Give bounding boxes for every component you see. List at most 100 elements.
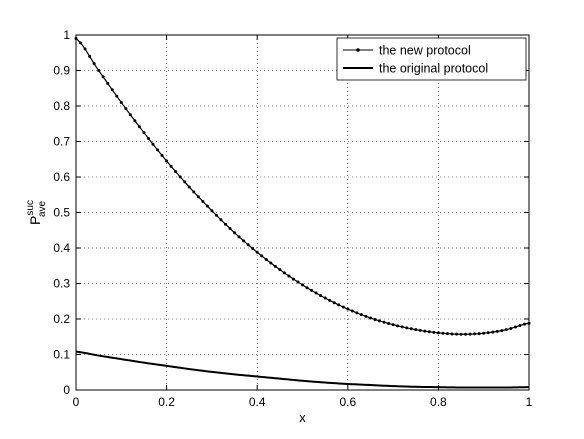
- series-0-point: [196, 195, 200, 199]
- series-0-point: [423, 329, 427, 333]
- series-0-point: [251, 247, 255, 251]
- series-0-point: [491, 330, 495, 334]
- series-0-point: [178, 175, 182, 179]
- y-axis-label-base: P: [27, 216, 43, 225]
- series-0-point: [201, 199, 205, 203]
- series-0-point: [477, 332, 481, 336]
- series-0-point: [450, 332, 454, 336]
- series-0-point: [328, 298, 332, 302]
- series-0-point: [124, 107, 128, 111]
- series-0-point: [319, 294, 323, 298]
- series-0-point: [106, 81, 110, 85]
- series-0-point: [110, 88, 114, 92]
- series-0-point: [291, 277, 295, 281]
- y-tick-label: 0.8: [53, 99, 70, 113]
- y-tick-label: 0.5: [53, 206, 70, 220]
- series-0-point: [287, 274, 291, 278]
- series-0-point: [396, 324, 400, 328]
- tick-labels: 0 0.2 0.4 0.6 0.8 1 0 0.1 0.2 0.3 0.4 0.5 0.6 0.7 0.8 0…: [53, 28, 532, 409]
- series-0-point: [418, 328, 422, 332]
- series-0-point: [115, 94, 119, 98]
- series-0-point: [400, 325, 404, 329]
- series-0-point: [160, 154, 164, 158]
- series-0-point: [427, 330, 431, 334]
- series-0-point: [355, 311, 359, 315]
- series-0-point: [314, 291, 318, 295]
- series-0-point: [518, 323, 522, 327]
- series-0-point: [137, 125, 141, 129]
- series-0-point: [445, 332, 449, 336]
- series-0-point: [486, 331, 490, 335]
- series-0-point: [223, 222, 227, 226]
- series-0-point: [482, 331, 486, 335]
- legend-box: [336, 37, 527, 81]
- series-0-point: [242, 239, 246, 243]
- series-0-point: [432, 330, 436, 334]
- series-0-point: [522, 322, 526, 326]
- x-tick-label: 0.8: [430, 395, 447, 409]
- y-tick-label: 0.4: [53, 241, 70, 255]
- series-0-point: [500, 329, 504, 333]
- series-0-point: [156, 148, 160, 152]
- series-0-point: [101, 75, 105, 79]
- series-0-point: [282, 271, 286, 275]
- y-tick-label: 0: [63, 383, 70, 397]
- series-0-point: [133, 119, 137, 123]
- series-0-point: [495, 329, 499, 333]
- series-0-point: [146, 136, 150, 140]
- series-0-point: [174, 170, 178, 174]
- x-tick-label: 0.2: [158, 395, 175, 409]
- series-0-point: [269, 261, 273, 265]
- series-0-point: [436, 331, 440, 335]
- series-0-point: [237, 235, 241, 239]
- series-0-point: [504, 328, 508, 332]
- series-0-point: [79, 41, 83, 45]
- series-0-point: [301, 283, 304, 287]
- series-0-point: [391, 323, 395, 327]
- y-tick-label: 0.1: [53, 348, 70, 362]
- legend-marker-new-protocol: [356, 48, 360, 52]
- series-0-point: [128, 113, 132, 117]
- series-0-point: [210, 209, 214, 213]
- series-line-1: [75, 350, 530, 389]
- series-0-point: [323, 296, 327, 300]
- series-0-point: [346, 307, 350, 311]
- grid-lines: [76, 35, 529, 390]
- svg-text:Psucave: Psucave: [25, 200, 48, 225]
- legend-label-original-protocol: the original protocol: [379, 62, 488, 76]
- series-0-point: [332, 301, 336, 305]
- series-0-point: [219, 218, 223, 222]
- series-0-point: [233, 231, 237, 235]
- series-0-point: [405, 326, 409, 330]
- series-0-point: [387, 321, 391, 325]
- series-0-point: [473, 332, 477, 336]
- series-0-point: [337, 303, 341, 307]
- x-tick-label: 0.6: [339, 395, 356, 409]
- y-tick-label: 0.6: [53, 170, 70, 184]
- y-axis-label-sub: ave: [37, 200, 48, 217]
- series-0-point: [509, 326, 513, 330]
- series-0-point: [341, 305, 345, 309]
- legend: the new protocol the original protocol: [336, 37, 527, 81]
- series-0-point: [359, 313, 363, 317]
- series-0-point: [414, 328, 418, 332]
- series-0-point: [459, 332, 463, 336]
- series-0-point: [119, 100, 123, 104]
- series-0-point: [183, 180, 187, 184]
- series-0-point: [88, 54, 92, 58]
- y-tick-label: 0.3: [53, 277, 70, 291]
- series-0-point: [260, 254, 264, 258]
- series-0-point: [246, 243, 250, 247]
- series-0-point: [455, 332, 459, 336]
- x-tick-label: 1: [526, 395, 533, 409]
- axes-frame: [75, 34, 530, 391]
- series-line-0: [75, 38, 530, 335]
- x-tick-label: 0: [73, 395, 80, 409]
- series-0-point: [97, 69, 101, 72]
- series-0-point: [165, 159, 169, 163]
- tick-marks: [75, 34, 530, 391]
- series-0-point: [305, 286, 309, 290]
- y-axis-label-sup: suc: [25, 200, 36, 216]
- series-0-point: [278, 268, 282, 272]
